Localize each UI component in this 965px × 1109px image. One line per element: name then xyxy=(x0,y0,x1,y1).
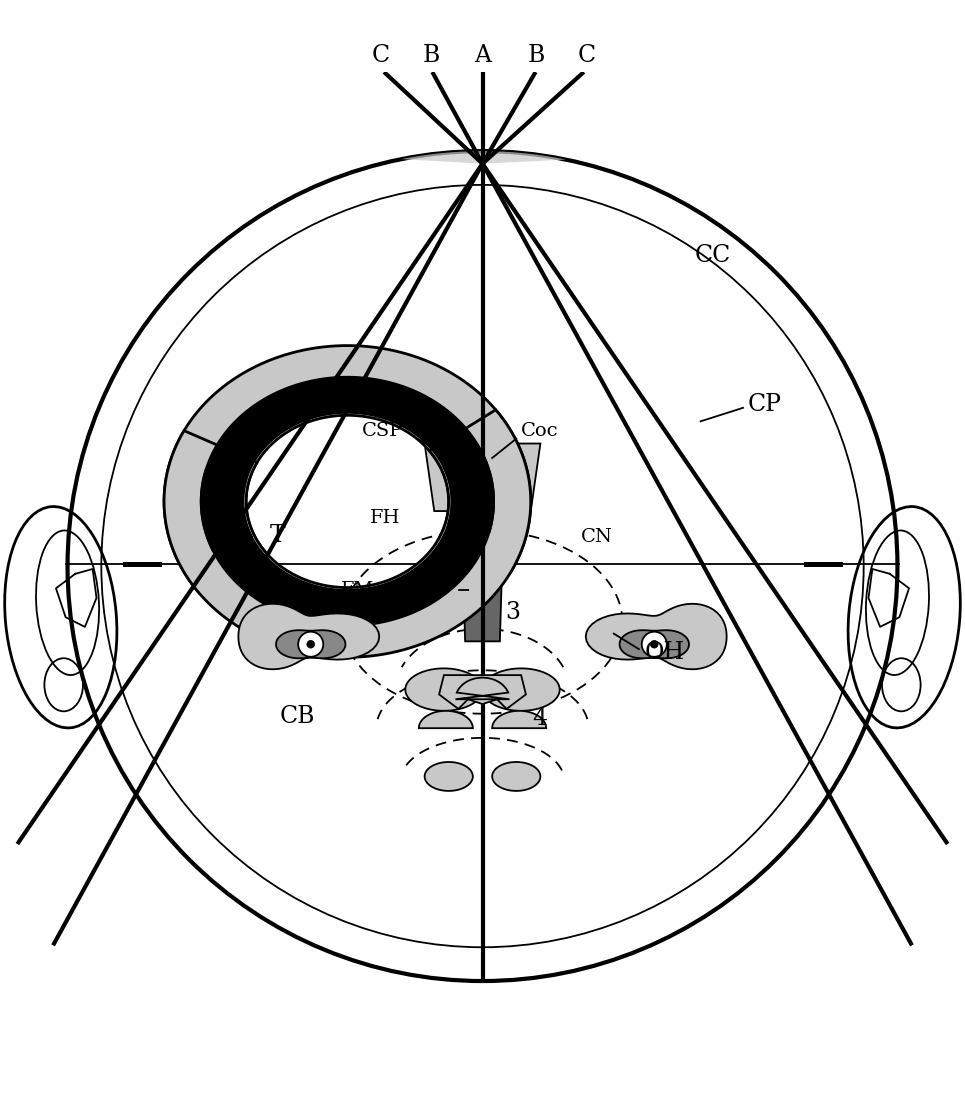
Text: B: B xyxy=(423,44,440,68)
Circle shape xyxy=(642,632,667,657)
Polygon shape xyxy=(425,762,473,791)
Polygon shape xyxy=(164,346,531,593)
Polygon shape xyxy=(276,630,345,659)
Text: CC: CC xyxy=(695,244,731,267)
Polygon shape xyxy=(419,711,473,729)
Polygon shape xyxy=(492,711,546,729)
Text: CB: CB xyxy=(280,705,315,729)
Text: A: A xyxy=(474,44,491,68)
Polygon shape xyxy=(492,762,540,791)
Polygon shape xyxy=(482,669,560,711)
Circle shape xyxy=(298,632,323,657)
Polygon shape xyxy=(405,669,482,711)
Text: B: B xyxy=(528,44,545,68)
Polygon shape xyxy=(401,151,565,164)
Text: FH: FH xyxy=(370,509,400,527)
Text: C: C xyxy=(372,44,390,68)
Text: T: T xyxy=(270,523,286,547)
Text: 3: 3 xyxy=(506,601,521,624)
Text: Coc: Coc xyxy=(521,423,559,440)
Polygon shape xyxy=(425,444,540,511)
Text: 4: 4 xyxy=(533,708,548,730)
Polygon shape xyxy=(461,511,504,641)
Polygon shape xyxy=(455,678,510,700)
Text: FM: FM xyxy=(341,581,374,599)
Polygon shape xyxy=(164,410,531,658)
Polygon shape xyxy=(201,377,494,551)
Text: CN: CN xyxy=(581,528,613,546)
Circle shape xyxy=(307,640,315,648)
Polygon shape xyxy=(238,603,379,669)
Text: OH: OH xyxy=(645,641,684,664)
Text: C: C xyxy=(578,44,595,68)
Polygon shape xyxy=(620,630,689,659)
Polygon shape xyxy=(439,675,526,709)
Text: CSP: CSP xyxy=(362,423,403,440)
Polygon shape xyxy=(586,603,727,669)
Polygon shape xyxy=(201,451,494,627)
Circle shape xyxy=(650,640,658,648)
Text: CP: CP xyxy=(748,394,782,416)
